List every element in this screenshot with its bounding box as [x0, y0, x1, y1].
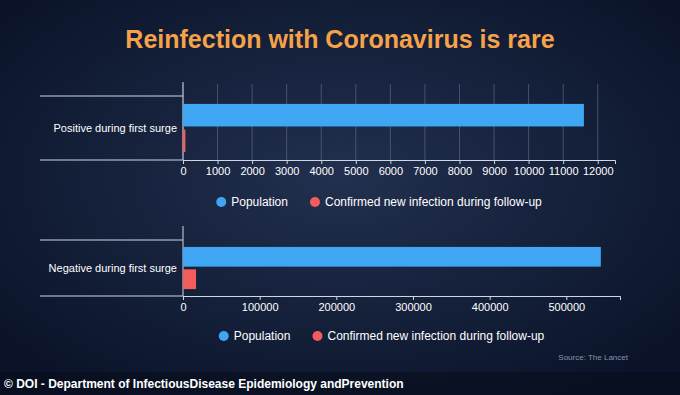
- legend-item: Confirmed new infection during follow-up: [310, 195, 542, 209]
- legend-swatch: [310, 197, 320, 207]
- tick: 100000: [242, 296, 279, 313]
- legend-label: Population: [234, 329, 291, 343]
- chart: Negative during first surge 0 100000 200000…: [40, 226, 621, 343]
- tick: 200000: [318, 296, 355, 313]
- tick-mark: [183, 296, 184, 300]
- category-frame: [40, 240, 183, 241]
- legend-item: Confirmed new infection during follow-up: [312, 329, 544, 343]
- tick: 8000: [448, 160, 472, 177]
- tick-label: 1000: [206, 165, 230, 177]
- tick-mark: [598, 160, 599, 164]
- tick-label: 9000: [482, 165, 506, 177]
- tick-mark: [287, 160, 288, 164]
- tick: 400000: [472, 296, 509, 313]
- tick-mark: [336, 296, 337, 300]
- tick-label: 10000: [514, 165, 545, 177]
- tick-label: 7000: [413, 165, 437, 177]
- tick-mark: [529, 160, 530, 164]
- plot-area: [183, 104, 584, 152]
- legend-item: Population: [219, 329, 291, 343]
- legend: Population Confirmed new infection during…: [216, 195, 542, 209]
- tick: 2000: [240, 160, 264, 177]
- plot-area: [183, 247, 601, 289]
- tick-label: 3000: [275, 165, 299, 177]
- tick-mark: [459, 160, 460, 164]
- tick-label: 4000: [309, 165, 333, 177]
- tick: 500000: [548, 296, 585, 313]
- tick-mark: [566, 296, 567, 300]
- tick: 0: [180, 160, 186, 177]
- legend-swatch: [216, 197, 226, 207]
- tick: 9000: [482, 160, 506, 177]
- bar: [183, 130, 185, 153]
- tick: 6000: [379, 160, 403, 177]
- category-frame: [40, 160, 183, 161]
- axis-line: [184, 161, 616, 165]
- tick-mark: [252, 160, 253, 164]
- tick-mark: [390, 160, 391, 164]
- legend-label: Confirmed new infection during follow-up: [327, 329, 544, 343]
- category-label: Negative during first surge: [49, 262, 177, 274]
- footer-band: [0, 372, 680, 395]
- title: Reinfection with Coronavirus is rare: [125, 25, 554, 53]
- bar: [183, 247, 601, 267]
- tick-label: 8000: [448, 165, 472, 177]
- tick-label: 0: [180, 165, 186, 177]
- bar: [183, 269, 196, 289]
- tick-label: 200000: [318, 301, 355, 313]
- tick-label: 0: [180, 301, 186, 313]
- credit: © DOI - Department of InfectiousDisease …: [4, 377, 404, 391]
- background: [0, 0, 680, 395]
- tick-label: 5000: [344, 165, 368, 177]
- tick-label: 500000: [548, 301, 585, 313]
- tick: 4000: [309, 160, 333, 177]
- tick-mark: [260, 296, 261, 300]
- tick-label: 100000: [242, 301, 279, 313]
- tick-mark: [490, 296, 491, 300]
- tick-mark: [425, 160, 426, 164]
- chart-root: Reinfection with Coronavirus is rare Posi…: [0, 0, 680, 395]
- legend: Population Confirmed new infection during…: [219, 329, 545, 343]
- tick: 10000: [514, 160, 545, 177]
- tick: 1000: [206, 160, 230, 177]
- tick-label: 2000: [240, 165, 264, 177]
- tick-label: 300000: [395, 301, 432, 313]
- tick-mark: [494, 160, 495, 164]
- tick-label: 11000: [549, 165, 579, 177]
- tick: 5000: [344, 160, 368, 177]
- tick-mark: [563, 160, 564, 164]
- tick: 7000: [413, 160, 437, 177]
- tick-mark: [183, 160, 184, 164]
- x-axis: 0 1000 2000 3000 4000 5000 6000 7000 8000 9000 100…: [180, 160, 615, 177]
- legend-label: Confirmed new infection during follow-up: [325, 195, 542, 209]
- grid-line: [597, 84, 598, 160]
- tick: 0: [180, 296, 186, 313]
- tick-mark: [218, 160, 219, 164]
- x-axis: 0 100000 200000 300000 400000 500000: [180, 296, 620, 313]
- tick: 3000: [275, 160, 299, 177]
- axis-line: [184, 297, 621, 301]
- legend-swatch: [219, 331, 229, 341]
- legend-item: Population: [216, 195, 288, 209]
- source: Source: The Lancet: [558, 353, 628, 362]
- chart: Positive during first surge 0 1000 2000 3000…: [40, 82, 616, 209]
- tick-label: 400000: [472, 301, 509, 313]
- legend-swatch: [312, 331, 322, 341]
- category-label: Positive during first surge: [54, 122, 178, 134]
- tick-mark: [356, 160, 357, 164]
- tick: 11000: [549, 160, 579, 177]
- tick-label: 12000: [583, 165, 614, 177]
- tick-mark: [321, 160, 322, 164]
- legend-label: Population: [231, 195, 288, 209]
- tick-label: 6000: [379, 165, 403, 177]
- bar: [183, 104, 584, 127]
- tick: 12000: [583, 160, 614, 177]
- category-frame: [40, 296, 183, 297]
- tick-mark: [413, 296, 414, 300]
- tick: 300000: [395, 296, 432, 313]
- category-frame: [40, 96, 183, 97]
